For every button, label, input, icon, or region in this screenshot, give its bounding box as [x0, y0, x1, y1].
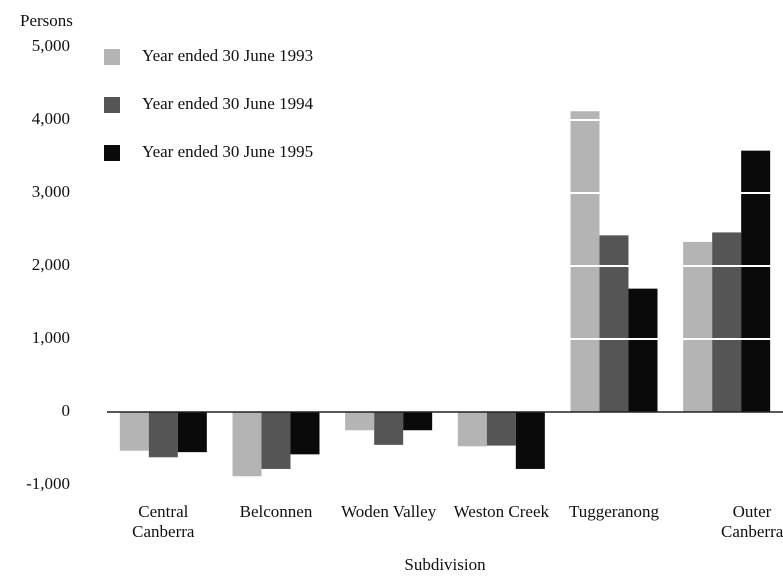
bar [486, 412, 516, 446]
bar [374, 412, 404, 445]
bar [177, 412, 207, 453]
x-tick-label: Belconnen [239, 502, 313, 521]
bar [741, 150, 771, 412]
bar [345, 412, 375, 431]
bar [599, 235, 629, 412]
bar [628, 288, 658, 412]
bar [683, 241, 713, 412]
bar [570, 111, 600, 413]
legend-swatch [104, 49, 120, 65]
bar [148, 412, 178, 458]
x-tick-label: Woden Valley [341, 502, 437, 521]
y-axis-label: Persons [20, 11, 73, 30]
bar [712, 232, 742, 412]
bar [403, 412, 433, 431]
x-tick-label: Tuggeranong [568, 502, 660, 521]
y-tick-label: -1,000 [26, 474, 70, 493]
bar [232, 412, 262, 477]
y-tick-label: 2,000 [32, 255, 70, 274]
y-tick-label: 0 [62, 401, 71, 420]
x-tick-label: Outer Canberra [721, 502, 783, 541]
legend-label: Year ended 30 June 1994 [142, 94, 314, 113]
bar [290, 412, 320, 455]
legend-label: Year ended 30 June 1993 [142, 46, 313, 65]
bar [515, 412, 545, 469]
y-tick-label: 5,000 [32, 36, 70, 55]
bar [457, 412, 487, 447]
bar [261, 412, 291, 469]
bar [119, 412, 149, 451]
y-tick-label: 1,000 [32, 328, 70, 347]
x-tick-label: Weston Creek [453, 502, 550, 521]
legend-swatch [104, 97, 120, 113]
legend-swatch [104, 145, 120, 161]
y-tick-label: 4,000 [32, 109, 70, 128]
y-tick-label: 3,000 [32, 182, 70, 201]
legend-label: Year ended 30 June 1995 [142, 142, 313, 161]
x-tick-label: Central Canberra [132, 502, 195, 541]
x-axis-label: Subdivision [404, 555, 486, 574]
